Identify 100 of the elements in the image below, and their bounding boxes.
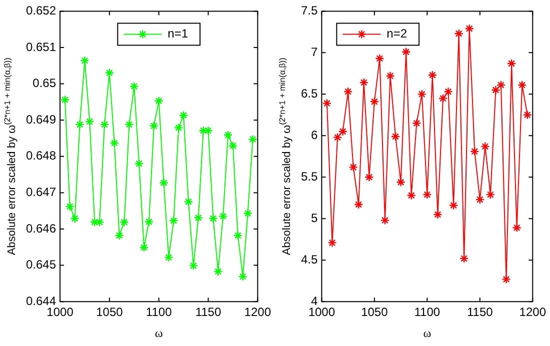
y-tick-label: 0.648 (26, 148, 56, 163)
point (218, 212, 228, 221)
point (184, 197, 194, 206)
point (130, 82, 139, 91)
point (328, 238, 337, 248)
point (428, 70, 438, 80)
point (343, 87, 353, 96)
y-tick-label: 0.644 (26, 294, 56, 308)
point (406, 190, 416, 200)
point (444, 87, 453, 96)
x-tick-label: 1050 (96, 305, 124, 320)
point (338, 126, 348, 136)
x-tick-label: 1000 (308, 305, 336, 320)
y-tick-label: 5 (310, 210, 318, 225)
point (174, 123, 184, 132)
y-tick-label: 0.65 (32, 76, 56, 90)
point (380, 216, 390, 225)
point (204, 126, 213, 136)
x-axis-title: ω (154, 326, 163, 340)
point (238, 272, 248, 282)
point (65, 202, 75, 212)
point (364, 172, 374, 182)
y-tick-label: 6.5 (300, 86, 318, 100)
point (60, 95, 70, 104)
point (233, 230, 242, 240)
point (491, 85, 500, 95)
point (475, 194, 485, 204)
point (486, 190, 496, 200)
x-tick-label: 1100 (414, 305, 440, 320)
point (480, 142, 490, 152)
point (169, 216, 178, 226)
point (154, 96, 164, 106)
point (470, 146, 480, 156)
point (422, 190, 432, 200)
point (80, 56, 90, 66)
point (85, 116, 94, 126)
point (100, 120, 110, 130)
point (522, 110, 532, 120)
point (248, 134, 258, 144)
y-axis-title: Absolute error scaled by ω(2*n+1 + min(α,β)) (2, 57, 18, 256)
point (502, 274, 511, 284)
point (159, 178, 168, 188)
point (401, 47, 411, 56)
x-tick-label: 1150 (195, 305, 222, 320)
point (512, 223, 522, 232)
x-tick-label: 1150 (467, 305, 494, 320)
x-tick-label: 1200 (519, 305, 546, 320)
point (390, 132, 400, 142)
y-tick-label: 6 (310, 128, 318, 142)
y-axis-title: Absolute error scaled by ω(2*n+1 + min(α,β)) (278, 57, 294, 256)
point (518, 80, 527, 90)
point (375, 54, 384, 64)
y-tick-label: 0.649 (26, 112, 56, 126)
y-tick-label: 4.5 (300, 252, 318, 266)
point (194, 213, 203, 222)
x-tick-label: 1050 (361, 305, 388, 320)
point (433, 210, 442, 220)
point (149, 121, 158, 131)
point (386, 71, 395, 81)
y-tick-label: 5.5 (300, 169, 318, 184)
point (223, 130, 233, 140)
point (120, 218, 129, 227)
point (438, 94, 448, 103)
point (114, 230, 124, 240)
point (359, 78, 368, 88)
point (94, 218, 104, 227)
legend-label: n=2 (386, 26, 408, 41)
point (188, 261, 198, 270)
point (228, 141, 238, 150)
y-tick-label: 0.646 (26, 221, 56, 236)
y-tick-label: 4 (310, 294, 318, 308)
point (322, 98, 332, 108)
y-tick-label: 7.5 (300, 4, 318, 18)
legend-label: n=1 (168, 26, 188, 41)
point (208, 214, 218, 224)
point (459, 254, 469, 264)
y-tick-label: 7 (310, 45, 318, 59)
point (75, 120, 84, 130)
y-tick-label: 0.652 (26, 4, 56, 18)
point (412, 118, 422, 128)
point (104, 68, 114, 78)
point (506, 58, 516, 68)
point (198, 126, 208, 136)
point (214, 266, 223, 276)
point (454, 29, 464, 38)
point (139, 242, 149, 252)
point (370, 97, 380, 106)
point (396, 178, 406, 187)
point (448, 200, 458, 210)
point (70, 214, 80, 224)
point (496, 80, 506, 90)
y-tick-label: 0.647 (26, 185, 56, 200)
point (110, 138, 119, 148)
y-tick-label: 0.651 (26, 40, 56, 54)
point (464, 24, 474, 34)
point (134, 159, 144, 168)
x-tick-label: 1000 (46, 305, 74, 320)
point (243, 208, 252, 218)
point (348, 162, 358, 172)
point (178, 110, 188, 120)
